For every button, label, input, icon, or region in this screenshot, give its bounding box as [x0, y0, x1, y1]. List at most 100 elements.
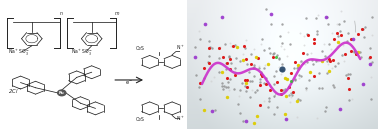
Point	[226, 89, 232, 91]
Point	[294, 67, 300, 69]
Point	[341, 44, 347, 46]
Point	[355, 33, 361, 35]
Point	[242, 84, 248, 87]
Point	[237, 112, 243, 114]
Point	[327, 60, 333, 62]
Point	[335, 62, 341, 64]
Point	[225, 81, 231, 83]
Point	[280, 48, 287, 50]
Point	[360, 83, 366, 85]
Point	[335, 32, 341, 34]
Point	[295, 64, 301, 66]
Point	[313, 60, 319, 62]
Point	[286, 86, 292, 88]
Point	[219, 16, 225, 18]
Point	[268, 23, 274, 25]
Point	[309, 59, 315, 61]
Point	[351, 50, 357, 52]
Point	[208, 80, 214, 82]
Point	[322, 55, 328, 57]
Point	[265, 63, 271, 65]
Point	[258, 71, 264, 74]
Point	[232, 67, 238, 69]
Point	[369, 61, 375, 63]
Point	[243, 82, 249, 84]
Point	[284, 55, 290, 57]
Point	[244, 79, 250, 81]
Point	[256, 65, 262, 67]
Point	[206, 47, 212, 49]
Point	[223, 86, 229, 88]
Point	[242, 45, 248, 47]
Point	[287, 72, 293, 74]
Point	[219, 71, 225, 73]
Point	[276, 58, 282, 60]
Point	[258, 72, 264, 75]
Point	[338, 34, 344, 36]
Point	[202, 23, 208, 25]
Point	[314, 33, 321, 35]
Point	[242, 47, 248, 50]
Point	[276, 57, 282, 59]
Point	[197, 82, 203, 84]
Point	[314, 116, 320, 119]
Point	[240, 59, 246, 61]
Point	[277, 90, 284, 92]
Point	[322, 110, 328, 112]
Point	[254, 89, 260, 91]
Point	[307, 71, 313, 73]
Point	[345, 73, 351, 75]
Point	[235, 103, 241, 105]
Point	[321, 43, 327, 45]
Text: e$^-$: e$^-$	[125, 79, 133, 87]
Point	[279, 23, 285, 25]
Point	[273, 70, 279, 72]
Circle shape	[57, 90, 66, 96]
Point	[257, 84, 263, 86]
Point	[341, 60, 347, 62]
Point	[316, 72, 322, 75]
Point	[301, 35, 307, 37]
Point	[333, 23, 339, 25]
Point	[297, 99, 303, 101]
Point	[289, 94, 295, 96]
Point	[369, 16, 375, 18]
Point	[240, 120, 246, 122]
Point	[263, 8, 269, 10]
Point	[253, 91, 259, 93]
Point	[302, 63, 308, 65]
Point	[368, 98, 374, 100]
Point	[326, 70, 332, 72]
Point	[292, 79, 298, 81]
Point	[291, 67, 297, 69]
Point	[216, 57, 222, 59]
Point	[304, 53, 310, 55]
Point	[262, 64, 268, 66]
Point	[284, 78, 290, 80]
Point	[259, 38, 265, 40]
Point	[310, 63, 316, 65]
Point	[347, 38, 353, 40]
Point	[345, 32, 352, 34]
Point	[206, 62, 212, 64]
Point	[248, 53, 254, 55]
Point	[230, 45, 236, 47]
Point	[236, 95, 242, 97]
Point	[244, 63, 250, 65]
Point	[228, 62, 234, 64]
Point	[326, 58, 332, 60]
Point	[271, 75, 277, 77]
Point	[254, 115, 260, 117]
Point	[319, 87, 325, 90]
Text: m: m	[115, 11, 119, 17]
Point	[347, 72, 353, 75]
Point	[358, 56, 364, 58]
Point	[251, 66, 257, 68]
Point	[331, 86, 337, 88]
Point	[331, 38, 337, 40]
Point	[192, 56, 198, 58]
Point	[305, 34, 311, 36]
Point	[261, 67, 267, 69]
Point	[194, 74, 200, 76]
Point	[344, 77, 350, 79]
